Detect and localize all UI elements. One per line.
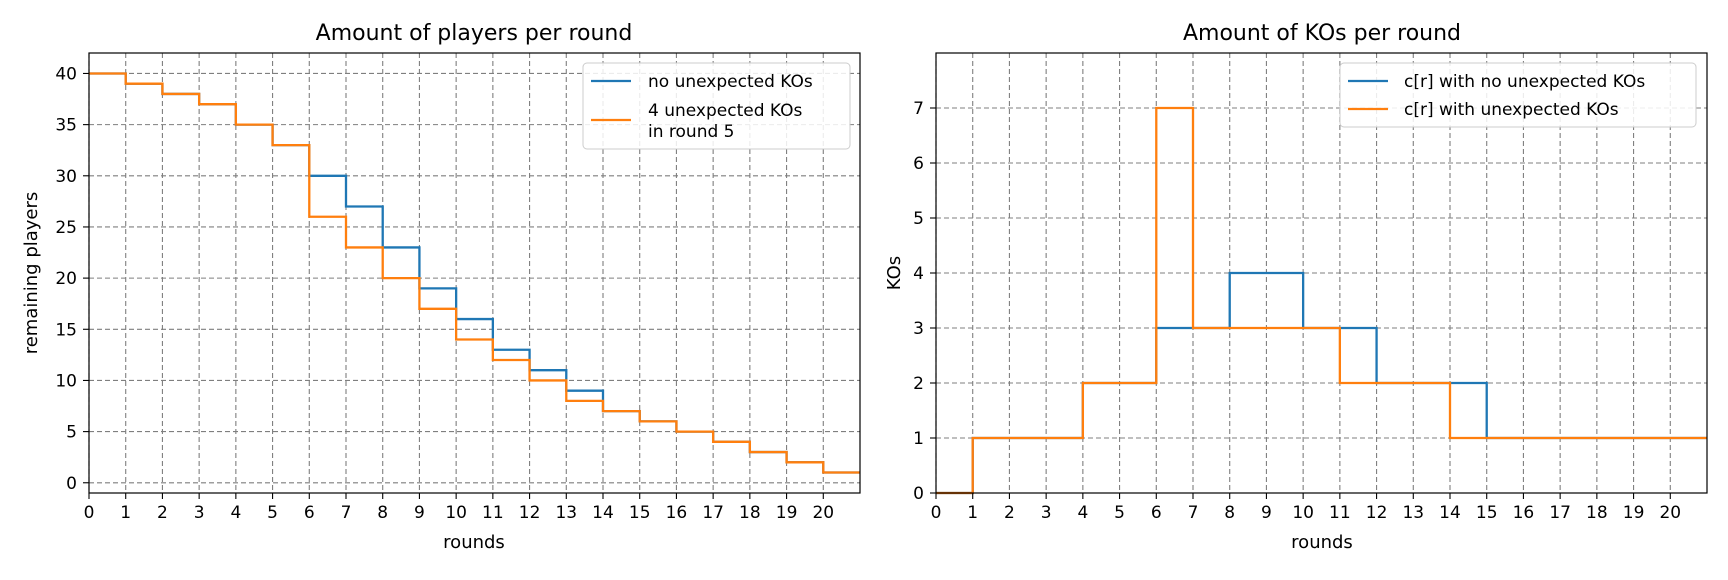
y-tick-label: 25: [55, 218, 77, 238]
x-tick-label: 5: [1114, 503, 1125, 523]
y-tick-label: 40: [55, 64, 77, 84]
x-tick-label: 5: [267, 503, 278, 523]
legend: c[r] with no unexpected KOs c[r] with un…: [1339, 62, 1697, 128]
x-tick-label: 11: [1329, 503, 1351, 523]
x-tick-label: 0: [84, 503, 95, 523]
x-tick-label: 14: [1439, 503, 1461, 523]
y-tick-label: 10: [55, 371, 77, 391]
y-tick-label: 6: [913, 154, 924, 174]
y-tick-label: 20: [55, 269, 77, 289]
x-axis-label: rounds: [443, 532, 505, 553]
chart-title: Amount of players per round: [316, 21, 633, 46]
series-line-2: [936, 106, 1707, 495]
y-tick-label: 3: [913, 319, 924, 339]
x-tick-label: 18: [1586, 503, 1608, 523]
x-tick-label: 19: [1623, 503, 1645, 523]
x-tick-label: 6: [1151, 503, 1162, 523]
x-tick-label: 16: [1513, 503, 1535, 523]
x-tick-label: 3: [1041, 503, 1052, 523]
x-tick-label: 15: [1476, 503, 1498, 523]
y-tick-label: 0: [913, 484, 924, 504]
x-tick-label: 17: [1549, 503, 1571, 523]
x-tick-label: 19: [776, 503, 798, 523]
x-tick-label: 10: [445, 503, 467, 523]
x-tick-label: 20: [812, 503, 834, 523]
legend-label-series-1: c[r] with no unexpected KOs: [1404, 72, 1645, 92]
legend-label-series-1: no unexpected KOs: [648, 72, 813, 92]
x-tick-label: 9: [1261, 503, 1272, 523]
chart-players-per-round: Amount of players per round 0 1 2 3 4 5 6 7 8 9 10…: [21, 21, 861, 553]
legend-label-series-2: 4 unexpected KOs in round 5: [648, 101, 803, 142]
x-tick-label: 4: [1077, 503, 1088, 523]
legend: no unexpected KOs 4 unexpected KOs in rou…: [582, 62, 851, 150]
series-line-2: [89, 72, 860, 474]
y-tick-label: 5: [66, 423, 77, 443]
x-tick-label: 1: [120, 503, 131, 523]
x-tick-label: 1: [967, 503, 978, 523]
y-tick-label: 0: [66, 474, 77, 494]
x-tick-label: 13: [1402, 503, 1424, 523]
y-axis-ticks: 0 5 10 15 20 25 30 35 40: [55, 64, 89, 494]
y-tick-label: 7: [913, 99, 924, 119]
legend-box: [582, 62, 851, 150]
x-tick-label: 0: [931, 503, 942, 523]
y-tick-label: 5: [913, 209, 924, 229]
y-tick-label: 30: [55, 167, 77, 187]
y-axis-label: KOs: [884, 256, 905, 290]
x-tick-label: 2: [157, 503, 168, 523]
x-tick-label: 8: [377, 503, 388, 523]
legend-label-series-2: c[r] with unexpected KOs: [1404, 100, 1619, 120]
y-tick-label: 2: [913, 374, 924, 394]
legend-label-line: in round 5: [648, 122, 734, 142]
chart-title: Amount of KOs per round: [1183, 21, 1461, 46]
x-axis-ticks: 0 1 2 3 4 5 6 7 8 9 10 11 12 13 14 15 16 17 18 19 20: [84, 493, 834, 523]
y-axis-ticks: 0 1 2 3 4 5 6 7: [913, 99, 936, 504]
x-tick-label: 8: [1224, 503, 1235, 523]
x-tick-label: 13: [555, 503, 577, 523]
x-tick-label: 3: [194, 503, 205, 523]
y-tick-label: 15: [55, 320, 77, 340]
plot-frame: [88, 52, 861, 494]
x-tick-label: 16: [666, 503, 688, 523]
x-tick-label: 4: [230, 503, 241, 523]
y-tick-label: 35: [55, 116, 77, 136]
legend-box: [1339, 62, 1697, 128]
x-tick-label: 10: [1292, 503, 1314, 523]
series-group: [936, 106, 1707, 495]
y-axis-label: remaining players: [21, 192, 42, 355]
x-axis-label: rounds: [1291, 532, 1353, 553]
x-tick-label: 15: [629, 503, 651, 523]
x-tick-label: 12: [519, 503, 541, 523]
legend-label-line: 4 unexpected KOs: [648, 101, 803, 121]
x-tick-label: 7: [1188, 503, 1199, 523]
x-tick-label: 11: [482, 503, 504, 523]
x-tick-label: 17: [702, 503, 724, 523]
series-group: [89, 72, 860, 474]
x-tick-label: 12: [1366, 503, 1388, 523]
x-tick-label: 2: [1004, 503, 1015, 523]
x-tick-label: 9: [414, 503, 425, 523]
chart-kos-per-round: Amount of KOs per round 0 1 2 3 4 5 6 7 8 9 10 11 12…: [884, 21, 1708, 553]
x-tick-label: 14: [592, 503, 614, 523]
y-tick-label: 1: [913, 429, 924, 449]
x-tick-label: 20: [1659, 503, 1681, 523]
y-tick-label: 4: [913, 264, 924, 284]
x-tick-label: 6: [304, 503, 315, 523]
x-tick-label: 18: [739, 503, 761, 523]
x-tick-label: 7: [341, 503, 352, 523]
x-axis-ticks: 0 1 2 3 4 5 6 7 8 9 10 11 12 13 14 15 16 17 18 19 20: [931, 493, 1681, 523]
